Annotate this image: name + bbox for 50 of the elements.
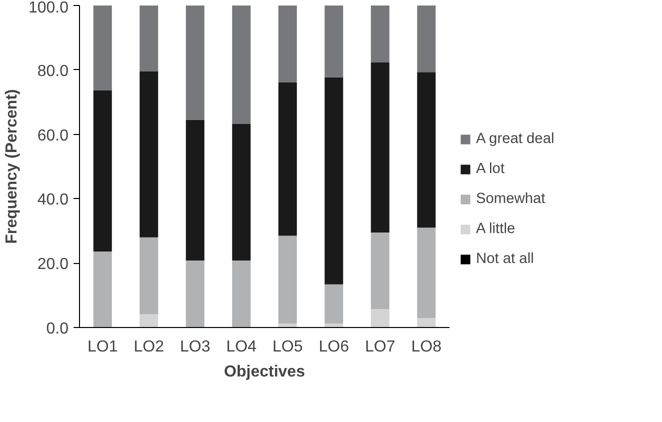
bar <box>140 72 158 238</box>
bar <box>370 309 390 328</box>
bar <box>232 260 251 328</box>
x-tick-label: LO5 <box>272 338 303 356</box>
bar <box>370 6 390 62</box>
x-tick-label: LO7 <box>365 338 396 356</box>
bar <box>93 90 112 252</box>
bar <box>93 6 112 91</box>
legend-label: Somewhat <box>476 191 546 207</box>
y-axis-title: Frequency (Percent) <box>3 89 20 244</box>
bar <box>324 6 344 78</box>
x-tick-label: LO3 <box>180 338 210 356</box>
legend-label: A great deal <box>476 131 554 147</box>
y-tick-label: 20.0 <box>37 256 69 274</box>
bar <box>370 62 390 233</box>
x-tick-label: LO2 <box>134 338 164 356</box>
bar <box>186 260 204 328</box>
bar <box>278 82 297 236</box>
bar <box>278 6 297 82</box>
bar <box>140 237 158 314</box>
x-tick-label: LO1 <box>88 338 118 356</box>
bar <box>417 72 436 228</box>
legend-label: A lot <box>476 161 505 177</box>
x-tick-label: LO4 <box>226 338 257 356</box>
y-tick-label: 40.0 <box>37 192 69 209</box>
x-axis-title: Objectives <box>224 364 306 380</box>
x-tick-label: LO6 <box>318 338 350 356</box>
legend-label: Not at all <box>476 251 534 267</box>
bar <box>93 252 112 328</box>
bar <box>232 6 251 124</box>
bar <box>417 228 436 318</box>
y-tick-label: 100.0 <box>28 0 69 16</box>
y-tick-label: 80.0 <box>37 62 69 80</box>
bar <box>140 6 158 72</box>
bar <box>232 124 251 261</box>
bar <box>324 284 344 324</box>
legend-label: A little <box>476 221 516 237</box>
bar <box>140 314 158 328</box>
y-tick-label: 60.0 <box>37 127 69 144</box>
bar <box>186 6 204 120</box>
y-tick-label: 0.0 <box>46 320 69 338</box>
bar <box>370 232 390 310</box>
bar <box>417 6 436 72</box>
bar <box>324 77 344 284</box>
x-tick-label: LO8 <box>411 338 442 356</box>
bar <box>417 318 436 328</box>
bar <box>278 324 297 328</box>
bar <box>324 324 344 328</box>
bar <box>186 120 204 261</box>
bar <box>278 236 297 324</box>
